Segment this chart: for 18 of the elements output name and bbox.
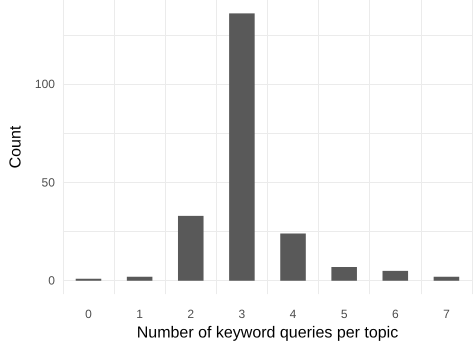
x-tick-label: 7 — [443, 307, 450, 322]
bar — [178, 216, 204, 281]
x-tick-label: 0 — [85, 307, 92, 322]
x-tick-label: 2 — [187, 307, 194, 322]
y-tick-label: 0 — [48, 274, 56, 288]
y-tick-label: 50 — [42, 175, 56, 190]
bar — [331, 266, 357, 281]
x-tick-label: 6 — [392, 307, 399, 322]
bar — [229, 13, 255, 281]
bar — [382, 270, 408, 281]
y-tick-label: 100 — [34, 77, 56, 92]
y-axis-title: Count — [8, 125, 24, 168]
x-tick-label: 5 — [340, 307, 348, 322]
x-tick-label: 3 — [238, 307, 246, 322]
x-axis-title: Number of keyword queries per topic — [136, 324, 398, 342]
bar — [280, 234, 306, 281]
x-tick-label: 1 — [136, 307, 144, 322]
x-tick-label: 4 — [290, 307, 297, 322]
